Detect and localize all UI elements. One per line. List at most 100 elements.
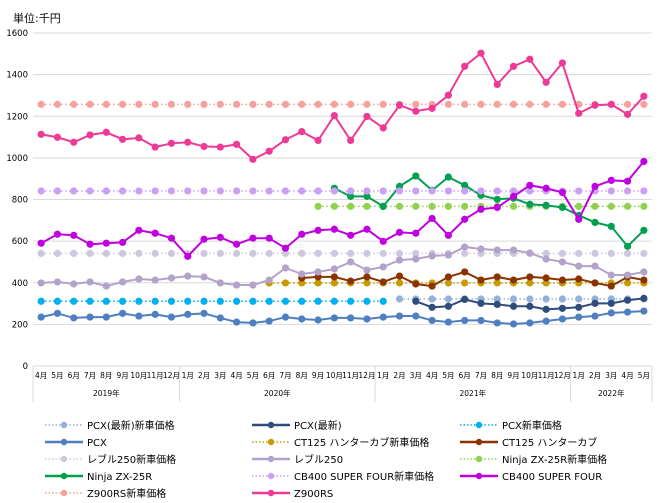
- data-point: [623, 279, 632, 287]
- x-tick-label: 1月: [182, 371, 194, 380]
- data-point: [493, 300, 501, 308]
- y-tick-label: 200: [12, 320, 28, 330]
- data-point: [395, 249, 404, 258]
- data-point: [200, 249, 208, 258]
- y-tick-label: 1200: [6, 112, 28, 122]
- data-point: [493, 273, 501, 281]
- data-point: [575, 215, 583, 223]
- legend-marker: [267, 489, 275, 497]
- data-point: [444, 251, 452, 259]
- data-point: [444, 302, 452, 310]
- data-point: [461, 181, 469, 189]
- data-point: [493, 195, 501, 203]
- data-point: [444, 231, 452, 239]
- data-point: [37, 100, 45, 108]
- legend-label: レブル250新車価格: [87, 453, 176, 466]
- data-point: [623, 271, 632, 279]
- legend-label: Z900RS新車価格: [87, 487, 166, 500]
- data-point: [526, 200, 534, 208]
- data-point: [281, 264, 290, 272]
- data-point: [461, 187, 469, 195]
- legend-marker: [475, 472, 483, 480]
- data-point: [70, 280, 78, 288]
- data-point: [249, 281, 257, 289]
- data-point: [281, 313, 290, 321]
- y-tick-label: 400: [12, 279, 28, 289]
- data-point: [412, 280, 420, 288]
- data-point: [542, 201, 550, 209]
- data-point: [526, 55, 534, 63]
- legend-marker: [475, 455, 483, 463]
- legend-marker: [267, 438, 275, 446]
- data-point: [281, 187, 290, 195]
- data-point: [200, 100, 208, 108]
- data-point: [395, 101, 404, 109]
- data-point: [37, 297, 45, 305]
- data-point: [493, 80, 501, 89]
- data-point: [509, 246, 518, 254]
- data-point: [412, 100, 420, 108]
- data-point: [233, 249, 241, 258]
- x-tick-label: 12月: [554, 371, 571, 380]
- data-point: [428, 202, 436, 210]
- data-point: [493, 100, 501, 108]
- data-point: [70, 231, 78, 239]
- data-point: [363, 225, 371, 233]
- data-point: [428, 187, 436, 195]
- data-point: [477, 187, 485, 195]
- data-point: [102, 297, 110, 305]
- data-point: [623, 249, 632, 258]
- data-point: [542, 317, 550, 325]
- data-point: [53, 309, 62, 317]
- year-label: 2020年: [264, 388, 291, 398]
- data-point: [623, 242, 632, 250]
- data-point: [330, 187, 338, 195]
- data-point: [70, 138, 78, 146]
- data-point: [184, 100, 192, 108]
- data-point: [347, 258, 355, 266]
- data-point: [640, 157, 648, 166]
- data-point: [444, 273, 452, 281]
- data-point: [379, 237, 387, 245]
- data-point: [428, 252, 436, 260]
- data-point: [640, 307, 648, 315]
- data-point: [265, 187, 273, 195]
- data-point: [542, 279, 550, 287]
- data-point: [461, 316, 469, 325]
- data-point: [428, 282, 436, 290]
- data-point: [526, 319, 534, 327]
- x-tick-label: 7月: [475, 371, 487, 380]
- data-point: [575, 249, 583, 258]
- x-tick-label: 6月: [68, 371, 80, 380]
- data-point: [298, 187, 306, 195]
- series-line: [40, 160, 645, 258]
- data-point: [330, 202, 338, 210]
- data-point: [249, 187, 257, 195]
- data-point: [623, 202, 632, 210]
- data-point: [558, 59, 567, 67]
- data-point: [607, 249, 615, 258]
- data-point: [526, 279, 534, 287]
- data-point: [314, 100, 322, 108]
- data-point: [314, 279, 322, 287]
- legend-label: CB400 SUPER FOUR新車価格: [294, 470, 434, 483]
- data-point: [461, 202, 469, 210]
- data-point: [37, 187, 45, 195]
- data-point: [477, 245, 485, 253]
- data-point: [640, 268, 648, 276]
- data-point: [395, 202, 404, 210]
- legend-label: レブル250: [294, 453, 343, 466]
- data-point: [558, 258, 567, 266]
- data-point: [53, 297, 62, 305]
- data-point: [118, 238, 127, 246]
- data-point: [249, 249, 257, 258]
- data-point: [542, 249, 550, 258]
- data-point: [379, 263, 387, 271]
- data-point: [86, 187, 94, 195]
- data-point: [298, 315, 306, 323]
- data-point: [477, 100, 485, 108]
- data-point: [461, 295, 469, 303]
- data-point: [575, 262, 583, 270]
- data-point: [395, 256, 404, 264]
- data-point: [86, 249, 94, 258]
